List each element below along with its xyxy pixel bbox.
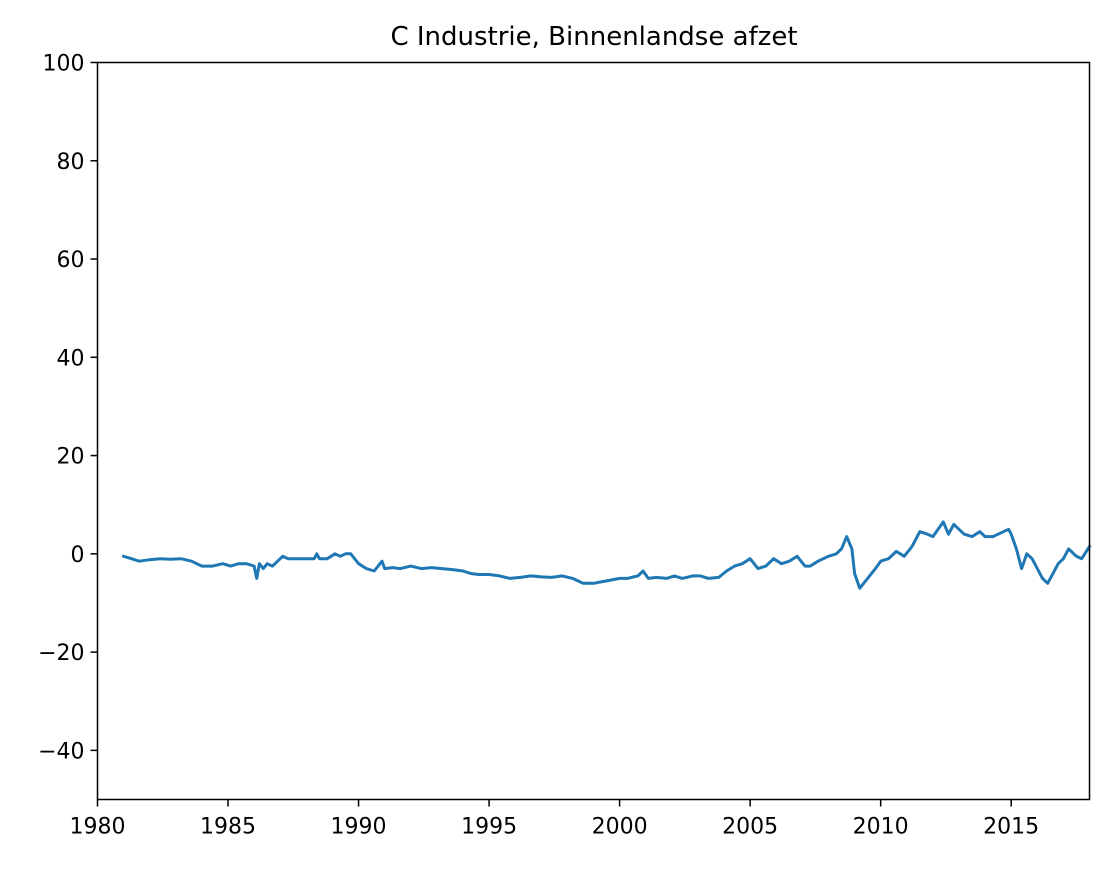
y-tick-label: 20 (57, 445, 85, 470)
chart-title: C Industrie, Binnenlandse afzet (390, 22, 797, 52)
x-tick-label: 2005 (722, 815, 778, 840)
y-tick-label: 60 (57, 248, 85, 273)
plot-area-frame (96, 61, 1091, 801)
x-tick-label: 1985 (200, 815, 256, 840)
y-tick-label: 0 (71, 543, 85, 568)
x-tick-label: 2015 (983, 815, 1039, 840)
x-tick-label: 2000 (592, 815, 648, 840)
y-tick-label: −40 (38, 739, 84, 764)
x-tick-label: 2010 (853, 815, 909, 840)
y-tick-label: −20 (38, 641, 84, 666)
x-tick-label: 1980 (70, 815, 126, 840)
axis-ticks: 1980 1985 1990 1995 2000 2005 2010 2015 −40 −20 0 2… (38, 52, 1039, 840)
series-line-0 (121, 520, 1092, 590)
y-tick-label: 80 (57, 150, 85, 175)
y-tick-label: 100 (43, 52, 85, 77)
x-tick-label: 1990 (331, 815, 387, 840)
x-tick-label: 1995 (461, 815, 517, 840)
series-layer (121, 520, 1092, 590)
y-tick-label: 40 (57, 346, 85, 371)
